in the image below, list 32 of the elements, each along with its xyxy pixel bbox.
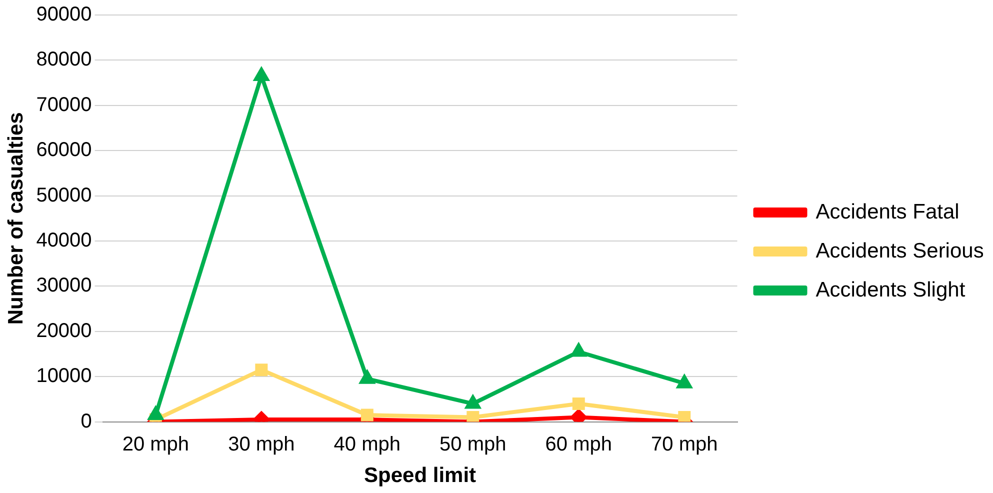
x-axis-title: Speed limit xyxy=(364,464,476,488)
x-tick-label: 40 mph xyxy=(334,433,401,456)
y-tick-label: 70000 xyxy=(36,94,92,116)
y-tick-label: 20000 xyxy=(36,320,92,342)
x-tick-label: 30 mph xyxy=(228,433,295,456)
y-tick-label: 10000 xyxy=(36,365,92,388)
y-tick-label: 80000 xyxy=(36,48,92,71)
point xyxy=(571,344,586,357)
x-tick-label: 70 mph xyxy=(651,433,718,456)
point xyxy=(148,407,163,420)
point xyxy=(572,397,585,410)
legend-label: Accidents Fatal xyxy=(816,200,960,224)
point xyxy=(678,411,691,422)
x-tick-label: 50 mph xyxy=(440,433,506,456)
y-tick-label: 30000 xyxy=(36,274,92,297)
x-tick-label: 20 mph xyxy=(122,433,190,456)
point xyxy=(255,364,268,376)
y-tick-label: 50000 xyxy=(36,184,92,206)
legend-label: Accidents Slight xyxy=(816,278,966,302)
point xyxy=(677,375,692,388)
point xyxy=(254,68,269,82)
x-tick-label: 60 mph xyxy=(545,433,612,456)
y-tick-label: 90000 xyxy=(36,4,92,26)
y-axis-title: Number of casualties xyxy=(4,112,28,325)
point xyxy=(360,408,374,422)
y-tick-label: 60000 xyxy=(36,139,92,162)
point xyxy=(466,396,480,409)
point xyxy=(360,370,374,384)
y-tick-label: 40000 xyxy=(36,230,92,252)
y-tick-label: 0 xyxy=(80,410,92,432)
point xyxy=(466,411,480,422)
legend-label: Accidents Serious xyxy=(816,239,984,262)
